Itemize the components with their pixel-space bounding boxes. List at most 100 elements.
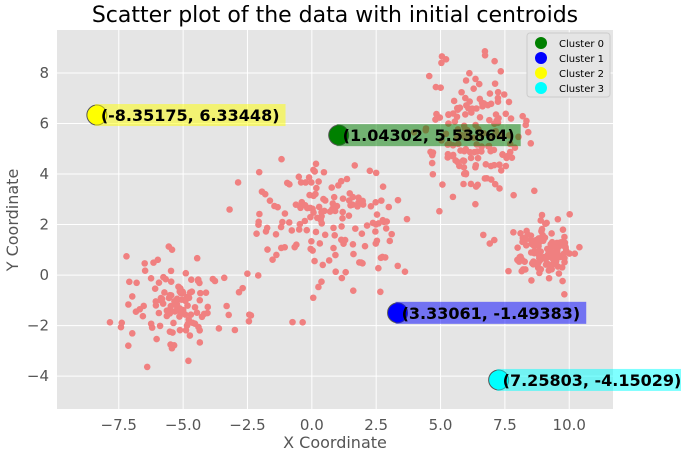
data-point (492, 111, 500, 118)
data-point (472, 75, 479, 83)
x-axis-label: X Coordinate (283, 433, 387, 452)
data-point (339, 195, 347, 202)
data-point (136, 305, 144, 313)
data-point (352, 225, 359, 232)
data-point (151, 285, 159, 292)
data-point (297, 179, 305, 186)
data-point (460, 180, 467, 188)
data-point (545, 274, 553, 282)
data-point (332, 268, 339, 276)
data-point (359, 201, 367, 208)
data-point (295, 173, 303, 181)
data-point (530, 258, 537, 265)
data-point (496, 185, 503, 192)
data-point (273, 251, 280, 259)
data-point (470, 148, 478, 156)
data-point (499, 151, 506, 158)
data-point (315, 178, 322, 185)
data-point (454, 106, 462, 113)
data-point (510, 191, 517, 199)
data-point (279, 218, 286, 226)
data-point (167, 341, 174, 348)
data-point (532, 248, 540, 256)
data-point (519, 112, 526, 120)
data-point (439, 181, 446, 188)
data-point (191, 320, 199, 327)
data-point (338, 223, 345, 230)
data-point (561, 233, 568, 241)
data-point (537, 217, 545, 224)
data-point (548, 265, 555, 273)
data-point (209, 275, 217, 283)
data-point (367, 203, 375, 210)
data-point (186, 332, 194, 339)
data-point (277, 244, 285, 252)
data-point (152, 302, 160, 309)
data-point (176, 313, 183, 320)
data-point (319, 261, 327, 269)
legend-label: Cluster 0 (559, 39, 604, 50)
data-point (133, 279, 140, 287)
data-point (442, 56, 450, 63)
data-point (288, 227, 296, 234)
y-tick-label: 2 (39, 216, 49, 234)
data-point (310, 209, 317, 216)
data-point (463, 102, 470, 109)
data-point (258, 188, 266, 195)
data-point (182, 326, 190, 334)
data-point (472, 200, 479, 208)
data-point (347, 201, 354, 209)
data-point (538, 211, 546, 219)
data-point (194, 276, 202, 283)
data-point (223, 302, 230, 310)
data-point (514, 244, 521, 252)
x-tick-label: 2.5 (364, 416, 388, 434)
data-point (505, 267, 512, 275)
data-point (510, 228, 517, 236)
data-point (338, 274, 346, 282)
data-point (141, 267, 149, 275)
data-point (486, 90, 494, 97)
data-point (497, 68, 505, 75)
data-point (559, 226, 567, 233)
data-point (321, 207, 328, 215)
data-point (185, 357, 192, 365)
data-point (576, 243, 583, 251)
data-point (330, 244, 337, 252)
centroid-label-background (94, 104, 286, 127)
data-point (358, 230, 366, 238)
data-point (321, 197, 329, 204)
data-point (482, 161, 490, 168)
data-point (147, 320, 155, 328)
data-point (184, 320, 192, 328)
data-point (462, 77, 470, 84)
data-point (155, 279, 163, 286)
data-point (325, 257, 333, 264)
data-point (476, 113, 484, 121)
data-point (308, 179, 315, 186)
data-point (555, 252, 563, 259)
data-point (491, 57, 498, 65)
data-point (340, 240, 347, 248)
data-point (486, 240, 494, 247)
data-point (457, 147, 464, 154)
data-point (375, 264, 382, 272)
legend-marker (535, 67, 547, 79)
data-point (123, 253, 130, 260)
data-point (153, 335, 160, 343)
x-tick-label: 0.0 (300, 416, 324, 434)
data-point (141, 260, 148, 267)
data-point (262, 228, 270, 235)
data-point (125, 301, 132, 308)
data-point (169, 329, 176, 336)
data-point (200, 310, 208, 318)
data-point (372, 169, 380, 177)
data-point (318, 278, 325, 286)
data-point (125, 278, 133, 286)
x-tick-label: 5.0 (429, 416, 453, 434)
data-point (269, 256, 276, 263)
data-point (337, 177, 345, 185)
data-point (361, 242, 369, 250)
data-point (394, 262, 402, 270)
data-point (274, 203, 281, 211)
